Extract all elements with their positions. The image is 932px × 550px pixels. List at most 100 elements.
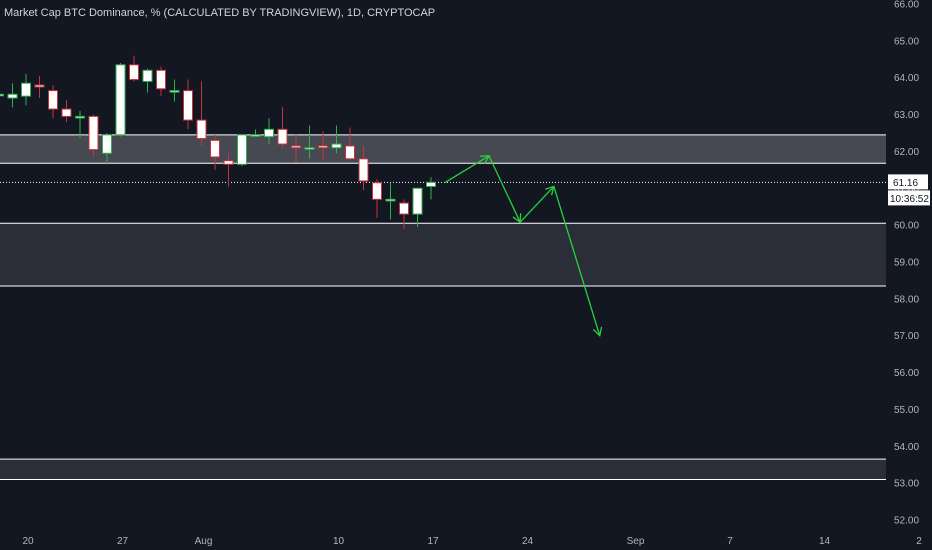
price-tick-label: 52.00 [894,516,919,527]
candle-body [129,64,139,81]
arrow-shaft-3 [553,186,601,336]
candle-body [183,90,193,121]
price-tick-label: 59.00 [894,258,919,269]
candle-17 [223,153,234,187]
candle-19 [250,129,261,137]
candle-20 [264,118,274,145]
price-tick-label: 56.00 [894,368,919,379]
candle-body [156,69,166,90]
candle-1 [7,83,18,108]
countdown-badge: 10:36:52 [890,194,929,205]
price-axis-bg [886,0,932,550]
candle-body [426,181,436,187]
candle-body [7,93,18,99]
candle-30 [399,199,409,229]
candle-body [345,145,355,160]
candle-body [250,134,261,137]
candle-body [399,202,409,215]
price-tick-label: 54.00 [894,442,919,453]
zone-2 [0,459,886,480]
candle-23 [304,125,315,159]
price-tick-label: 58.00 [894,294,919,305]
time-tick-label: 10 [333,536,345,547]
price-tick-label: 62.00 [894,147,919,158]
price-tick-label: 66.00 [894,0,919,11]
price-tick-label: 57.00 [894,331,919,342]
candle-body [237,134,247,165]
arrow-shaft-0 [444,155,490,184]
candle-15 [196,81,207,146]
zones-layer [0,134,886,480]
candle-body [169,90,180,93]
candle-2 [21,74,31,106]
candle-13 [169,79,180,102]
candle-body [385,198,396,202]
candle-9 [115,62,126,137]
candle-body [115,64,126,136]
candle-32 [426,177,436,200]
candle-body [142,69,153,82]
candle-body [318,145,328,149]
zone-0 [0,134,886,164]
time-axis[interactable]: 20 27 Aug 10 17 24 Sep 7 14 2 [0,530,932,550]
price-tick-label: 64.00 [894,73,919,84]
candle-body [291,145,301,149]
candle-body [412,187,423,215]
time-tick-label: 20 [22,536,34,547]
candle-10 [129,55,139,82]
candle-body [223,160,234,165]
candle-4 [48,85,58,119]
price-axis[interactable]: 52.00 53.00 54.00 55.00 56.00 57.00 58.00 59.00… [886,0,932,550]
candle-28 [372,179,382,218]
time-tick-label: Sep [627,536,645,547]
candle-body [358,158,369,182]
price-tick-label: 55.00 [894,405,919,416]
candle-body [21,82,31,97]
time-tick-label: Aug [195,536,213,547]
candle-29 [385,182,396,220]
candle-body [304,147,315,150]
projection-arrows [444,155,603,338]
candle-18 [237,134,247,167]
current-price-badge-bg [888,174,928,190]
candle-body [34,84,45,88]
candle-body [372,182,382,200]
candle-body [264,128,274,138]
candles-layer [0,55,436,229]
candle-3 [34,75,45,98]
candle-body [48,90,58,110]
candle-body [277,128,288,145]
candle-8 [102,133,112,165]
current-price-badge: 61.16 [893,178,918,189]
time-tick-label: 27 [117,536,129,547]
candle-31 [412,187,423,227]
time-tick-label: 14 [819,536,831,547]
zone-1 [0,223,886,286]
candle-22 [291,134,301,163]
candle-6 [75,110,85,139]
candle-27 [358,145,369,191]
candle-body [196,119,207,140]
arrow-shaft-1 [488,155,521,223]
arrow-head-3 [592,326,603,338]
candle-7 [88,114,99,157]
candle-body [331,143,342,149]
candle-12 [156,66,166,97]
price-tick-label: 63.00 [894,110,919,121]
candle-5 [61,99,72,122]
arrow-shaft-2 [519,185,555,223]
candle-21 [277,107,288,148]
candle-0 [0,93,4,97]
time-tick-label: 2 [916,536,922,547]
candle-25 [331,125,342,154]
time-tick-label: 17 [427,536,439,547]
candle-body [61,108,72,117]
price-tick-label: 53.00 [894,479,919,490]
candle-26 [345,127,355,161]
time-tick-label: 24 [522,536,534,547]
candle-16 [210,134,220,170]
candle-body [75,115,85,119]
price-badge: 61.16 10:36:52 [888,174,930,206]
